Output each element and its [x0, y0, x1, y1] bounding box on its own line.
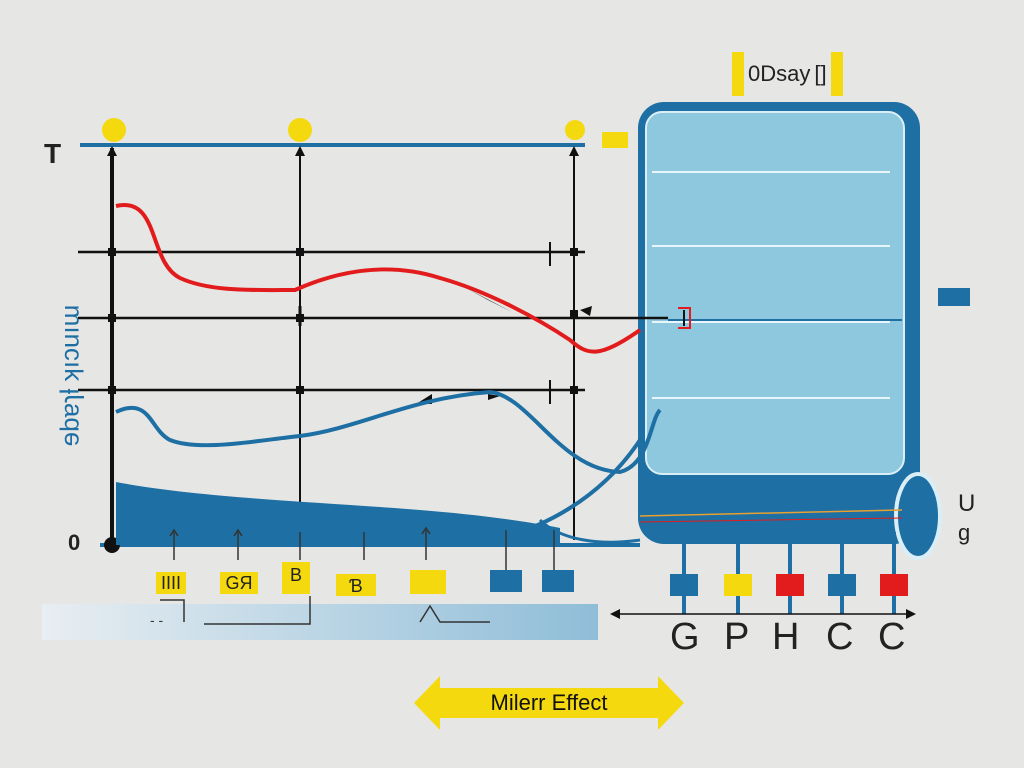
- strip-bracket-2: [204, 596, 311, 625]
- top-tag-yellow-left: [732, 52, 744, 96]
- bottom-small-label-1: IIII: [160, 572, 181, 593]
- bottom-square-1: [156, 572, 186, 594]
- top-tag-text: 0Dsay: [748, 61, 811, 86]
- bottom-square-4: [336, 574, 376, 596]
- top-tag: 0Dsay []: [732, 52, 843, 96]
- strip-bracket-3: [419, 604, 490, 623]
- black-arrow-1: [466, 288, 512, 312]
- red-marker: [678, 307, 691, 329]
- right-g-label: ɡ: [958, 520, 971, 545]
- miller-effect-banner: Milerr Effect: [414, 676, 684, 730]
- range-arrow-right: [906, 609, 916, 619]
- bottom-small-label-4: Ɓ: [349, 575, 363, 596]
- red-curve: [115, 202, 642, 354]
- bottom-letter-h: H: [772, 616, 800, 658]
- bottom-letter-g: G: [670, 616, 700, 658]
- bottom-square-5: [410, 570, 446, 594]
- arrow-head-3: [569, 146, 579, 156]
- strip-bracket-1: [160, 599, 185, 622]
- right-u-label: U: [958, 490, 976, 517]
- leg-square-5: [880, 574, 908, 596]
- leg-square-3: [776, 574, 804, 596]
- yellow-node-1: [102, 118, 126, 142]
- bottom-letter-c2: C: [878, 616, 906, 658]
- bottom-square-7: [542, 570, 574, 592]
- side-blue-tab: [938, 288, 970, 306]
- rotated-side-label: ɘbɐɿƚ ʞıɔuıɯ: [54, 304, 85, 447]
- capacitor-legs: [682, 532, 896, 614]
- bottom-square-6: [490, 570, 522, 592]
- top-tag-yellow-right: [830, 52, 843, 96]
- small-up-arrows: [169, 526, 555, 572]
- miller-effect-arrow: [414, 676, 684, 730]
- bottom-square-2: [220, 572, 258, 594]
- bottom-gradient-strip: [42, 604, 598, 640]
- top-yellow-tab: [602, 132, 628, 148]
- yellow-node-3: [565, 120, 585, 140]
- bottom-letter-c1: C: [826, 616, 854, 658]
- bottom-letter-p: P: [724, 616, 750, 658]
- range-arrow-left: [610, 609, 620, 619]
- blue-curve: [115, 389, 662, 475]
- bottom-small-label-3: B: [289, 564, 302, 585]
- capacitor-body: [638, 102, 942, 560]
- leg-square-4: [828, 574, 856, 596]
- top-tag-suffix: []: [814, 61, 827, 86]
- miller-effect-label: Milerr Effect: [490, 690, 608, 715]
- axis-top-label: T: [44, 138, 62, 169]
- axis-origin-label: 0: [68, 530, 81, 555]
- arrow-head-2: [295, 146, 305, 156]
- yellow-node-2: [288, 118, 312, 142]
- black-arrow-4: [580, 306, 592, 316]
- arrow-head-1: [107, 146, 117, 156]
- bottom-small-label-2: GЯ: [225, 572, 253, 593]
- leg-square-2: [724, 574, 752, 596]
- bottom-square-3: [282, 562, 310, 594]
- blue-area: [116, 482, 560, 545]
- leg-square-1: [670, 574, 698, 596]
- strip-dots: - -: [150, 612, 164, 628]
